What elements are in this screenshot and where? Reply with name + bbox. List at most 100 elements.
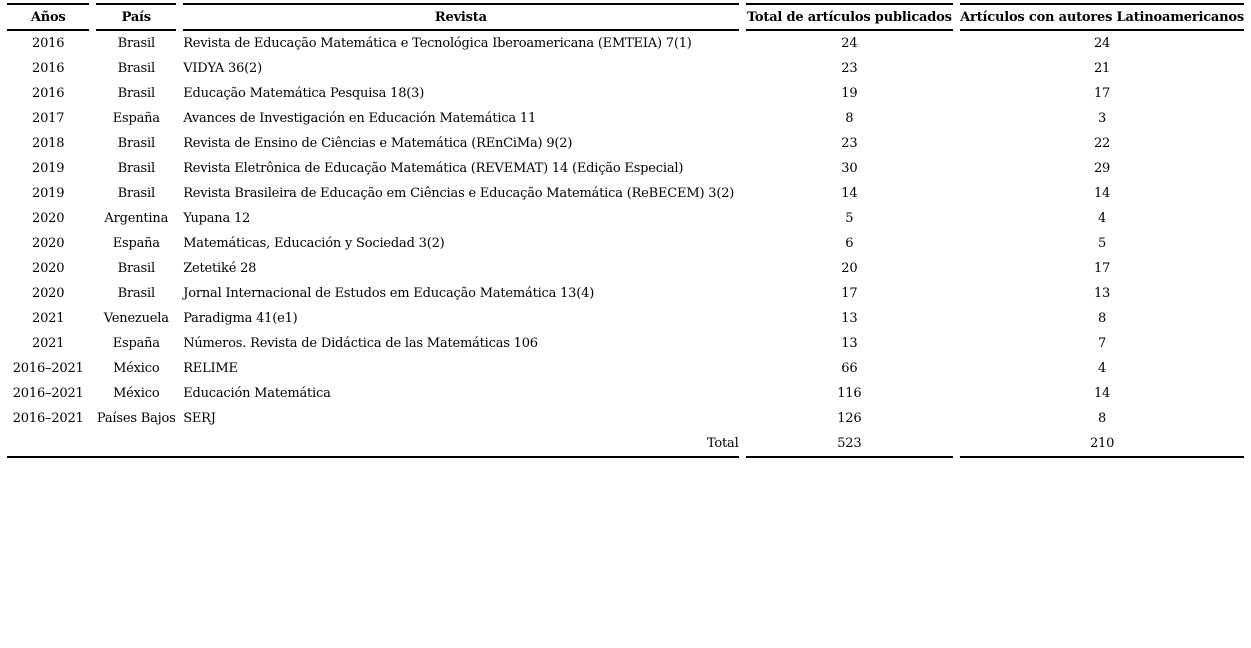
cell-country: España [112,111,160,126]
cell-country: Brasil [117,86,156,101]
cell-journal: Matemáticas, Educación y Sociedad 3(2) [183,236,445,251]
cell-country: Venezuela [103,311,169,326]
table-row: 2019 Brasil Revista Brasileira de Educação… [7,181,1244,206]
cell-years: 2017 [32,111,65,126]
cell-latam-articles: 17 [1093,261,1111,276]
cell-years: 2019 [32,161,65,176]
cell-journal: Yupana 12 [183,211,251,226]
cell-journal: Revista Brasileira de Educação em Ciênci… [183,186,735,201]
cell-years: 2016–2021 [12,386,84,401]
cell-journal: Zetetiké 28 [183,261,257,276]
cell-country: Argentina [104,211,169,226]
table-row: 2018 Brasil Revista de Ensino de Ciências … [7,131,1244,156]
table-row: 2020 Brasil Jornal Internacional de Estudo… [7,281,1244,306]
cell-country: Brasil [117,186,156,201]
table-body: 2016 Brasil Revista de Educação Matemática… [7,31,1244,431]
header-row: Años País Revista Total de artículos pub… [7,3,1244,31]
cell-latam-articles: 5 [1098,236,1107,251]
cell-country: Brasil [117,36,156,51]
cell-journal: Jornal Internacional de Estudos em Educa… [183,286,595,301]
cell-journal: Revista de Educação Matemática e Tecnoló… [183,36,692,51]
table-row: 2016–2021 México RELIME 66 4 [7,356,1244,381]
cell-total-articles: 14 [841,186,858,201]
table-row: 2020 España Matemáticas, Educación y Socie… [7,231,1244,256]
cell-total-articles: 30 [841,161,858,176]
cell-journal: Avances de Investigación en Educación Ma… [183,111,537,126]
header-years: Años [7,3,90,31]
table-footer: Total 523 210 [7,431,1244,458]
table-row: 2016–2021 Países Bajos SERJ 126 8 [7,406,1244,431]
cell-latam-articles: 13 [1093,286,1111,301]
cell-latam-articles: 21 [1093,61,1111,76]
cell-country: Brasil [117,61,156,76]
cell-journal: SERJ [183,411,216,426]
cell-country: México [113,386,160,401]
total-label: Total [7,431,739,458]
cell-journal: Educação Matemática Pesquisa 18(3) [183,86,425,101]
cell-latam-articles: 14 [1093,386,1111,401]
cell-journal: Revista Eletrônica de Educação Matemátic… [183,161,684,176]
cell-total-articles: 126 [837,411,862,426]
table-row: 2016 Brasil Revista de Educação Matemática… [7,31,1244,56]
table-row: 2016–2021 México Educación Matemática 116 14 [7,381,1244,406]
cell-country: México [113,361,160,376]
cell-country: Brasil [117,136,156,151]
table-row: 2016 Brasil Educação Matemática Pesquisa 1… [7,81,1244,106]
cell-years: 2020 [32,211,65,226]
cell-journal: RELIME [183,361,238,376]
cell-years: 2016 [32,86,65,101]
cell-years: 2016–2021 [12,361,84,376]
cell-years: 2019 [32,186,65,201]
cell-country: España [112,236,160,251]
total-articles-value: 523 [745,431,954,458]
header-journal: Revista [183,3,739,31]
cell-total-articles: 17 [841,286,858,301]
page: Años País Revista Total de artículos pub… [0,3,1251,648]
cell-latam-articles: 4 [1098,361,1107,376]
cell-years: 2016–2021 [12,411,84,426]
table-header: Años País Revista Total de artículos pub… [7,3,1244,31]
cell-years: 2021 [32,311,65,326]
cell-years: 2016 [32,61,65,76]
cell-years: 2020 [32,286,65,301]
table-row: 2017 España Avances de Investigación en Ed… [7,106,1244,131]
cell-years: 2020 [32,236,65,251]
cell-latam-articles: 8 [1098,311,1107,326]
cell-latam-articles: 4 [1098,211,1107,226]
header-country: País [96,3,177,31]
cell-country: España [112,336,160,351]
table-row: 2020 Argentina Yupana 12 5 4 [7,206,1244,231]
header-latam-articles: Artículos con autores Latinoamericanos [960,3,1244,31]
cell-total-articles: 19 [841,86,858,101]
cell-country: Brasil [117,286,156,301]
cell-total-articles: 66 [841,361,858,376]
cell-total-articles: 24 [841,36,858,51]
cell-latam-articles: 3 [1098,111,1107,126]
cell-latam-articles: 22 [1093,136,1111,151]
cell-latam-articles: 8 [1098,411,1107,426]
cell-years: 2021 [32,336,65,351]
cell-years: 2018 [32,136,65,151]
cell-country: Brasil [117,261,156,276]
cell-total-articles: 23 [841,61,858,76]
cell-total-articles: 116 [837,386,862,401]
cell-country: Brasil [117,161,156,176]
cell-latam-articles: 7 [1098,336,1107,351]
table-row: 2021 Venezuela Paradigma 41(e1) 13 8 [7,306,1244,331]
journals-table: Años País Revista Total de artículos pub… [0,3,1251,458]
cell-latam-articles: 17 [1093,86,1111,101]
cell-total-articles: 23 [841,136,858,151]
cell-total-articles: 13 [841,336,858,351]
cell-total-articles: 13 [841,311,858,326]
cell-total-articles: 8 [845,111,854,126]
cell-journal: Paradigma 41(e1) [183,311,298,326]
table-row: 2019 Brasil Revista Eletrônica de Educação… [7,156,1244,181]
cell-journal: Revista de Ensino de Ciências e Matemáti… [183,136,573,151]
cell-years: 2020 [32,261,65,276]
cell-journal: VIDYA 36(2) [183,61,262,76]
cell-years: 2016 [32,36,65,51]
cell-latam-articles: 24 [1093,36,1111,51]
cell-journal: Educación Matemática [183,386,331,401]
total-latam-value: 210 [960,431,1244,458]
cell-country: Países Bajos [96,411,176,426]
